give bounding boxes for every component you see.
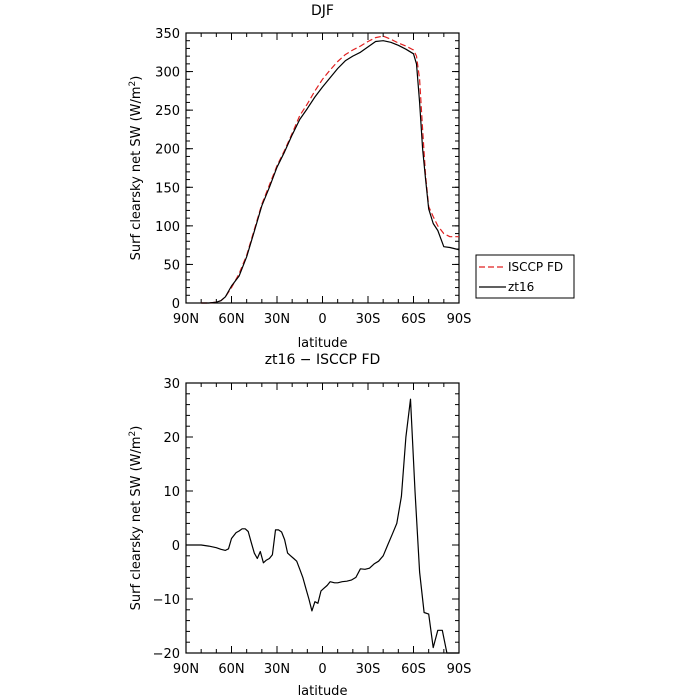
chart-top-x-tick-label: 90S: [447, 312, 472, 327]
chart-bottom-x-tick-label: 90N: [173, 662, 199, 677]
chart-top-y-tick-label: 300: [155, 66, 180, 81]
chart-bottom-y-tick-label: 20: [163, 431, 180, 446]
chart-top-x-tick-label: 60S: [401, 312, 426, 327]
legend-label-zt16: zt16: [508, 280, 534, 294]
chart-top-y-ticks: 0 50 100 150 200 250 300 350: [155, 27, 459, 312]
chart-bottom: zt16 − ISCCP FD 90N 60N 30N 0 30S 60S 90S −20−…: [128, 352, 471, 699]
chart-top-y-tick-label: 150: [155, 181, 180, 196]
chart-bottom-plot-frame: [185, 382, 460, 654]
chart-top-x-ticks: 90N 60N 30N 0 30S 60S 90S: [173, 33, 472, 327]
chart-top-x-axis-label: latitude: [298, 336, 348, 351]
chart-bottom-y-axis-label-main: Surf clearsky net SW (W/m: [129, 436, 144, 610]
chart-top-y-axis-label-main: Surf clearsky net SW (W/m: [129, 86, 144, 260]
chart-top-x-tick-label: 0: [318, 312, 326, 327]
legend-box: [475, 254, 575, 299]
chart-bottom-y-tick-label: 10: [163, 485, 180, 500]
chart-bottom-y-tick-label: 0: [172, 539, 180, 554]
chart-bottom-x-axis-label: latitude: [298, 684, 348, 699]
chart-top-x-tick-label: 60N: [218, 312, 244, 327]
chart-bottom-y-axis-label: Surf clearsky net SW (W/m2): [128, 426, 144, 611]
chart-top-y-tick-label: 350: [155, 27, 180, 42]
chart-top-y-tick-label: 0: [172, 297, 180, 312]
chart-bottom-y-tick-label: −10: [153, 593, 180, 608]
chart-bottom-x-tick-label: 30N: [264, 662, 290, 677]
chart-bottom-x-tick-label: 90S: [447, 662, 472, 677]
chart-top-plot-frame: [185, 32, 460, 304]
chart-top-y-axis-label-end: ): [129, 76, 144, 81]
chart-top-series-line-0: [201, 35, 459, 304]
chart-top-x-tick-label: 90N: [173, 312, 199, 327]
legend-label-isccp: ISCCP FD: [508, 260, 563, 274]
chart-top-y-axis-label: Surf clearsky net SW (W/m2): [128, 76, 144, 261]
chart-top: DJF 90N 60N 30N 0 30S 60S 90S 0 50 100 150 200 250 3…: [128, 3, 575, 351]
chart-bottom-x-tick-label: 60N: [218, 662, 244, 677]
chart-bottom-title: zt16 − ISCCP FD: [265, 352, 381, 368]
chart-top-y-tick-label: 250: [155, 104, 180, 119]
chart-bottom-y-tick-label: 30: [163, 377, 180, 392]
chart-top-x-tick-label: 30N: [264, 312, 290, 327]
chart-top-legend: ISCCP FD zt16: [475, 254, 575, 299]
chart-top-y-tick-label: 200: [155, 143, 180, 158]
chart-bottom-x-tick-label: 60S: [401, 662, 426, 677]
chart-top-x-tick-label: 30S: [356, 312, 381, 327]
chart-bottom-series: [186, 398, 459, 654]
chart-bottom-x-tick-label: 0: [318, 662, 326, 677]
chart-bottom-y-ticks: −20 −10 0 10 20 30: [153, 377, 459, 662]
chart-top-y-axis-label-sup: 2: [128, 81, 138, 87]
chart-bottom-x-ticks: 90N 60N 30N 0 30S 60S 90S: [173, 383, 472, 677]
chart-bottom-y-axis-label-sup: 2: [128, 431, 138, 437]
chart-bottom-series-line-0: [186, 398, 459, 654]
chart-top-series-line-1: [201, 40, 460, 304]
chart-bottom-y-tick-label: −20: [153, 647, 180, 662]
chart-bottom-y-axis-label-end: ): [129, 426, 144, 431]
chart-top-y-tick-label: 50: [163, 258, 180, 273]
chart-top-series: [201, 35, 460, 304]
chart-top-title: DJF: [311, 3, 334, 19]
chart-top-y-tick-label: 100: [155, 220, 180, 235]
chart-bottom-x-tick-label: 30S: [356, 662, 381, 677]
